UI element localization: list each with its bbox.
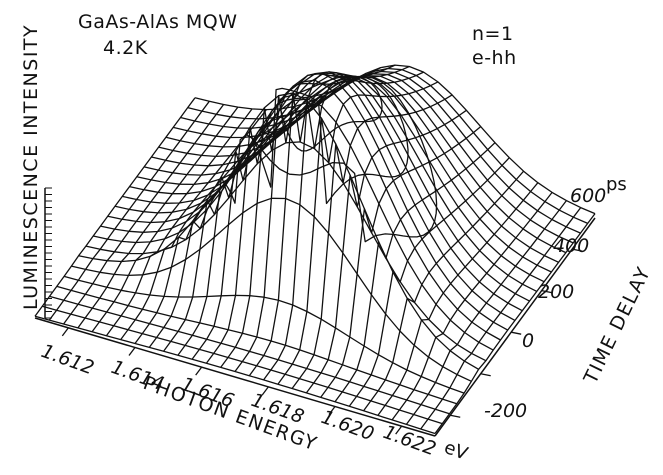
mesh-line-delay xyxy=(194,64,596,215)
mesh-line-delay xyxy=(187,67,588,224)
mesh-line-delay xyxy=(85,141,487,362)
surface-mesh xyxy=(34,64,596,435)
y-tick-label: 400 xyxy=(553,235,589,257)
z-axis-label: LUMINESCENCE INTENSITY xyxy=(20,24,42,310)
mesh-line-energy xyxy=(363,170,525,412)
energy-axis-tick xyxy=(395,425,403,435)
mesh-line-energy xyxy=(63,104,225,325)
energy-axis-tick xyxy=(195,366,203,376)
delay-axis-line xyxy=(434,217,596,437)
energy-axis-tick xyxy=(261,386,269,396)
mesh-line-delay xyxy=(56,285,457,405)
delay-axis-tick xyxy=(511,331,522,335)
energy-axis-line xyxy=(34,317,436,437)
energy-axis-tick xyxy=(128,347,136,356)
title-line2: 4.2K xyxy=(103,37,148,59)
title-line1: GaAs-AlAs MQW xyxy=(78,11,238,33)
mesh-line-delay xyxy=(180,70,581,234)
y-unit-label: ps xyxy=(606,174,627,195)
x-tick-label: 1.622 xyxy=(380,421,439,460)
y-tick-label: 0 xyxy=(522,330,534,352)
mesh-line-delay xyxy=(93,98,494,351)
mesh-line-delay xyxy=(107,72,509,331)
y-tick-label: 200 xyxy=(538,281,574,303)
y-tick-labels: -200 0 200 400 600 xyxy=(484,185,606,422)
annotation-line2: e-hh xyxy=(472,47,517,69)
mesh-line-energy xyxy=(77,106,239,329)
mesh-line-delay xyxy=(63,275,465,394)
mesh-line-delay xyxy=(173,73,574,244)
axes xyxy=(34,187,596,437)
x-unit-label: eV xyxy=(441,437,471,465)
contour-ring xyxy=(224,75,438,243)
x-tick-label: 1.612 xyxy=(38,340,97,379)
mesh-line-delay xyxy=(136,75,538,292)
delay-axis-tick xyxy=(541,290,552,294)
y-tick-label: 600 xyxy=(570,185,606,207)
mesh-line-delay xyxy=(71,197,472,382)
mesh-line-delay xyxy=(114,71,516,321)
delay-axis-tick xyxy=(450,414,461,418)
y-tick-label: -200 xyxy=(484,400,527,422)
energy-axis-tick xyxy=(328,406,336,415)
mesh-line-energy xyxy=(34,97,196,317)
mesh-line-delay xyxy=(143,76,545,283)
mesh-line-delay xyxy=(100,79,501,341)
energy-axis-tick xyxy=(61,327,69,337)
delay-axis-tick xyxy=(572,248,583,252)
mesh-line-delay xyxy=(34,315,436,435)
annotation-line1: n=1 xyxy=(472,23,514,45)
y-axis-label: TIME DELAY xyxy=(579,263,655,388)
mesh-line-delay xyxy=(122,72,523,312)
mesh-line-energy xyxy=(320,126,482,398)
mesh-line-delay xyxy=(42,305,443,425)
mesh-line-delay xyxy=(49,295,450,415)
contour-ring xyxy=(253,75,409,205)
mesh-line-delay xyxy=(129,73,530,302)
x-tick-labels: 1.612 1.614 1.616 1.618 1.620 1.622 xyxy=(38,340,439,460)
contour-ring xyxy=(279,75,383,152)
mesh-line-delay xyxy=(78,92,479,370)
delay-axis-tick xyxy=(480,373,491,377)
